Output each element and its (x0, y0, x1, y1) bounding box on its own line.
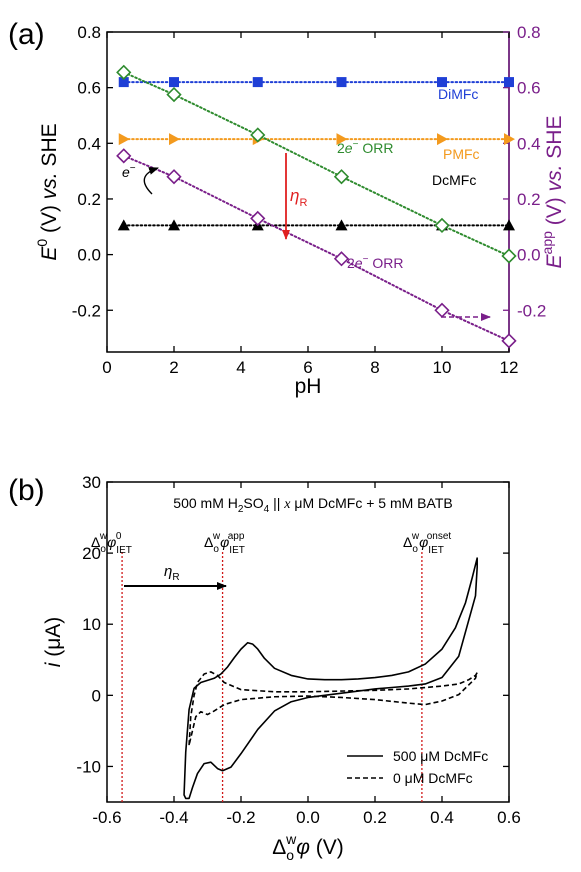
panel-a-frame (106, 31, 510, 353)
data-point-2e-orr (250, 210, 266, 227)
panel-a-guide-lines (122, 71, 510, 342)
panel-b-ticks: -0.6 -0.4 -0.2 0.0 0.2 0.4 0.6 -10 0 10 20 30 (76, 473, 520, 827)
panel-b-xtick-label: -0.4 (159, 808, 188, 827)
panel-a-ytick-label-right: 0.8 (517, 23, 541, 42)
data-point-2e-orr (434, 217, 450, 234)
label-eta-r-a: ηR (290, 186, 307, 209)
panel-b-curves (183, 557, 478, 800)
panel-b-xtick-label: -0.6 (92, 808, 121, 827)
panel-a: (a) 0 2 4 6 8 10 12-0.2 -0.20.0 0.00.2 0.20.4 0.40… (8, 18, 566, 398)
panel-b-ytick-label: -10 (76, 757, 101, 776)
panel-a-xtick-label: 8 (370, 358, 379, 377)
data-point-2e-orr (333, 251, 350, 267)
electron-transfer-arrow (143, 167, 159, 195)
panel-a-ytick-label-right: 0.6 (517, 79, 541, 98)
panel-b-label: (b) (8, 474, 45, 507)
label-orr-top: 2e− ORR (337, 139, 393, 156)
panel-a-ytick-label-right: -0.2 (517, 301, 546, 320)
panel-b-reference-lines (121, 552, 423, 802)
panel-b-ytick-label: 30 (82, 473, 101, 492)
data-point-2e-orr (333, 169, 350, 185)
panel-b-ylabel: i (μA) (42, 617, 65, 668)
legend-item-500: 500 μM DcMFc (393, 748, 488, 764)
data-point-pmfc (169, 133, 180, 146)
data-point-dimfc (336, 77, 347, 88)
cv-curve-0um (188, 671, 478, 746)
panel-a-xlabel: pH (295, 375, 322, 398)
data-point-dcmfc (168, 219, 180, 231)
data-point-2e-orr (116, 64, 132, 80)
panel-a-ytick-label: -0.2 (72, 301, 101, 320)
label-eta-r-b: ηR (164, 563, 180, 583)
panel-b-ytick-label: 0 (92, 686, 101, 705)
panel-a-label: (a) (8, 18, 45, 51)
panel-b-xtick-label: -0.2 (226, 808, 255, 827)
panel-a-xtick-label: 4 (236, 358, 245, 377)
data-point-pmfc (504, 133, 515, 146)
panel-a-ytick-label-right: 0.2 (517, 190, 541, 209)
label-orr-bottom: 2e− ORR (347, 254, 403, 271)
data-point-2e-orr (116, 148, 132, 164)
vline-label-0: ΔowφIET0 (91, 531, 132, 556)
panel-a-ytick-label-right: 0.4 (517, 134, 541, 153)
data-point-dcmfc (335, 219, 348, 231)
panel-a-ylabel-right: Eapp (V) vs. SHE (539, 116, 566, 269)
panel-b-ytick-label: 10 (82, 615, 101, 634)
legend-item-0: 0 μM DcMFc (393, 770, 473, 786)
panel-a-ytick-label: 0.8 (77, 23, 101, 42)
label-pmfc: PMFc (443, 146, 480, 162)
vline-label-app: ΔowφIETapp (204, 531, 245, 556)
data-point-2e-orr (501, 333, 517, 349)
data-point-dcmfc (503, 219, 515, 231)
panel-b-legend: 500 μM DcMFc 0 μM DcMFc (347, 748, 488, 786)
data-point-pmfc (437, 133, 448, 146)
panel-b-ytick-label: 20 (82, 544, 101, 563)
panel-b-xtick-label: 0.2 (363, 808, 387, 827)
panel-b-xtick-label: 0.4 (430, 808, 454, 827)
data-point-2e-orr (434, 302, 450, 318)
data-point-pmfc (118, 133, 130, 146)
data-point-dimfc (437, 77, 447, 88)
panel-a-xtick-label: 10 (433, 358, 452, 377)
label-e-minus: e− (122, 163, 136, 180)
data-point-2e-orr (250, 127, 266, 143)
cv-curve-500um (183, 557, 478, 800)
panel-a-ytick-label: 0.6 (77, 79, 101, 98)
series-line-3 (122, 71, 510, 257)
panel-a-ylabel-left: E0 (V) vs. SHE (34, 123, 61, 260)
panel-b: (b) -0.6 -0.4 -0.2 0.0 0.2 0.4 0.6 -10 0 10 20 30 5… (8, 473, 521, 863)
panel-a-ytick-label: 0.2 (77, 190, 101, 209)
panel-a-xtick-label: 0 (102, 358, 111, 377)
data-point-2e-orr (501, 248, 517, 264)
series-line-4 (122, 154, 510, 342)
data-point-2e-orr (166, 86, 182, 103)
vline-label-onset: ΔowφIETonset (403, 531, 451, 556)
panel-a-xtick-label: 12 (500, 358, 519, 377)
label-dcmfc: DcMFc (432, 172, 476, 188)
panel-b-xtick-label: 0.0 (296, 808, 320, 827)
panel-b-xtick-label: 0.6 (497, 808, 521, 827)
data-point-dimfc (169, 77, 179, 88)
panel-b-title: 500 mM H2SO4 || x μM DcMFc + 5 mM BATB (173, 495, 452, 515)
label-dimfc: DiMFc (438, 86, 478, 102)
data-point-pmfc (336, 133, 348, 146)
panel-a-ytick-label-right: 0.0 (517, 246, 541, 265)
panel-a-ytick-label: 0.0 (77, 246, 101, 265)
panel-a-xtick-label: 6 (303, 358, 312, 377)
panel-a-markers (116, 64, 517, 349)
panel-a-xtick-label: 2 (169, 358, 178, 377)
panel-a-ticks: 0 2 4 6 8 10 12 -0.2 -0.2 0.0 0.0 0.2 0.2 0.4 0.4 0.6 0.… (72, 23, 547, 377)
data-point-2e-orr (166, 169, 182, 185)
data-point-dimfc (252, 77, 263, 88)
panel-a-ytick-label: 0.4 (77, 134, 101, 153)
panel-b-xlabel: Δowφ (V) (272, 831, 343, 863)
data-point-dimfc (504, 77, 514, 88)
data-point-dimfc (118, 77, 129, 88)
data-point-dcmfc (117, 219, 130, 231)
